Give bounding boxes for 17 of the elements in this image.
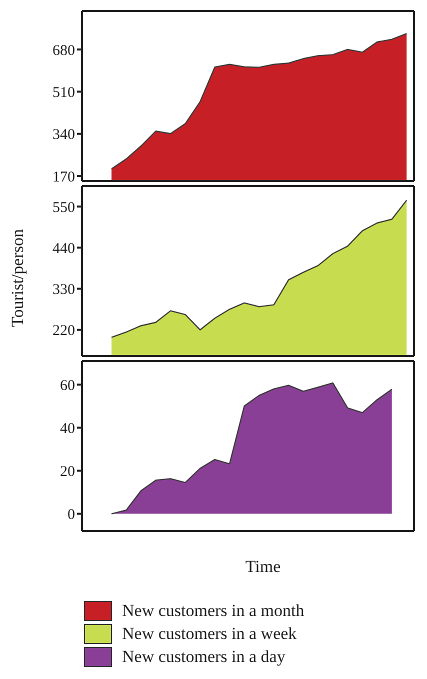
y-tick-label: 0 xyxy=(68,507,75,524)
y-tick-label: 60 xyxy=(60,378,75,394)
y-tick-label: 330 xyxy=(52,282,75,298)
y-axis-title: Tourist/person xyxy=(8,228,28,329)
text: New customers in a day xyxy=(122,646,286,666)
y-tick-label: 510 xyxy=(52,84,75,101)
y-tick-label: 680 xyxy=(52,42,75,59)
y-tick-label: 220 xyxy=(52,323,75,340)
legend-label: New customers in a month xyxy=(122,600,304,620)
y-tick-label: 550 xyxy=(52,200,75,216)
y-tick-label: 170 xyxy=(52,169,75,186)
x-axis-title: Time xyxy=(244,557,282,577)
y-tick-label: 40 xyxy=(60,421,75,438)
y-tick-label: 340 xyxy=(52,127,75,144)
y-tick-label: 20 xyxy=(60,464,75,480)
text: New customers in a week xyxy=(122,624,297,644)
y-tick-label: 440 xyxy=(52,240,75,257)
